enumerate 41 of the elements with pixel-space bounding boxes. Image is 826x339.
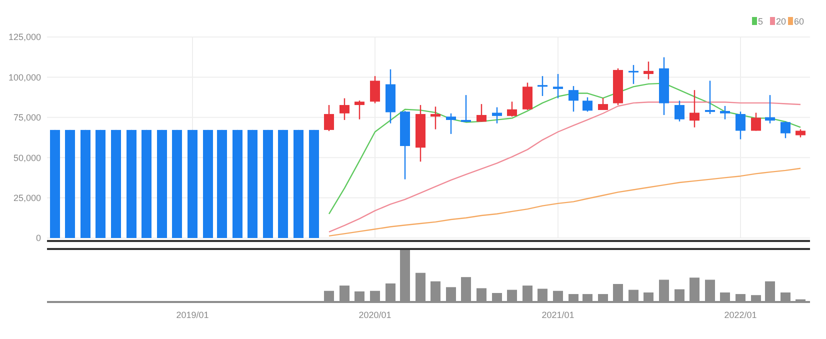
candlestick	[553, 73, 563, 99]
candlestick	[674, 100, 684, 122]
candlestick	[582, 96, 592, 112]
x-tick-label: 2020/01	[358, 310, 392, 320]
y-tick-label: 50,000	[13, 152, 41, 163]
legend-label: 60	[794, 16, 804, 26]
legend-label: 20	[776, 16, 786, 26]
candlestick	[736, 111, 746, 140]
line-series	[328, 102, 802, 232]
candlestick	[522, 82, 532, 111]
candlestick	[354, 100, 364, 120]
candlestick	[446, 112, 456, 135]
candlestick	[538, 75, 548, 97]
y-tick-label: 125,000	[8, 32, 41, 42]
candlestick	[492, 106, 502, 124]
candlestick	[507, 101, 517, 118]
candlestick	[370, 75, 380, 104]
candlestick	[461, 94, 471, 122]
candlestick	[720, 105, 730, 120]
y-tick-label: 0	[36, 233, 41, 244]
x-tick-label: 2019/01	[176, 310, 209, 320]
candlestick	[644, 61, 654, 80]
candlestick	[628, 64, 638, 85]
y-tick-label: 75,000	[13, 112, 41, 123]
candlestick	[705, 80, 715, 115]
y-tick-label: 25,000	[13, 192, 41, 203]
legend-label: 5	[758, 16, 764, 26]
line-series	[328, 82, 802, 214]
candlestick	[324, 104, 334, 132]
candlestick	[751, 112, 761, 132]
x-tick-label: 2022/01	[724, 310, 757, 320]
candlestick	[430, 106, 440, 130]
candlestick	[780, 120, 790, 139]
candlestick	[340, 98, 350, 121]
candlestick	[568, 85, 578, 112]
x-tick-label: 2021/01	[542, 310, 574, 320]
y-tick-label: 100,000	[8, 72, 41, 82]
line-series	[328, 168, 802, 237]
candlestick	[690, 89, 700, 128]
candlestick	[765, 94, 775, 124]
candlestick	[476, 103, 486, 122]
